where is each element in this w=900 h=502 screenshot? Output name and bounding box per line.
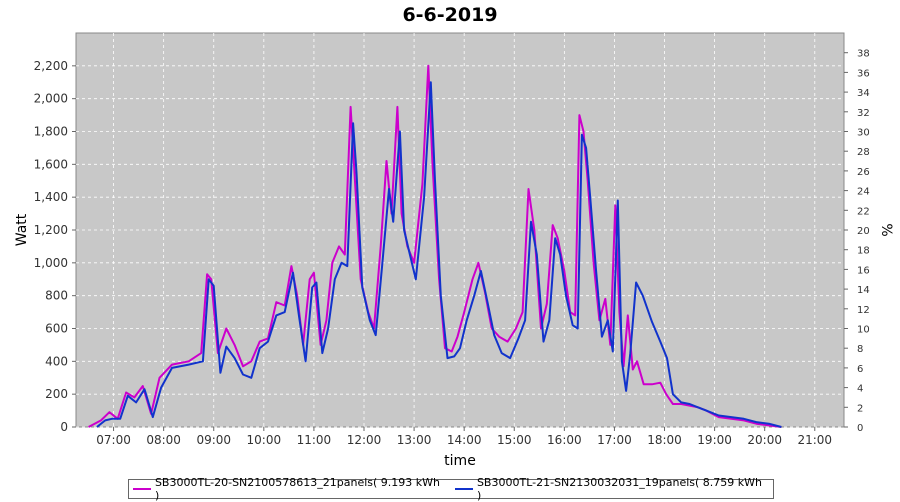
legend-label-series-1: SB3000TL-20-SN2100578613_21panels( 9.193…	[154, 476, 441, 502]
x-tick-label: 15:00	[497, 433, 532, 447]
y-tick-label: 2,200	[34, 59, 68, 73]
legend-item-series-1: SB3000TL-20-SN2100578613_21panels( 9.193…	[133, 476, 447, 502]
x-axis-label: time	[444, 453, 476, 469]
y2-tick-label: 34	[857, 88, 870, 99]
x-tick-label: 10:00	[247, 433, 282, 447]
legend-swatch-series-2	[455, 488, 473, 490]
x-tick-label: 21:00	[797, 433, 832, 447]
y2-tick-label: 14	[857, 285, 870, 296]
y-tick-label: 400	[45, 354, 68, 368]
y-tick-label: 2,000	[34, 92, 68, 106]
y2-axis-label: %	[878, 223, 894, 236]
y2-tick-label: 26	[857, 167, 870, 178]
legend-item-series-2: SB3000TL-21-SN2130032031_19panels( 8.759…	[455, 476, 769, 502]
x-tick-label: 09:00	[196, 433, 231, 447]
series-line-2	[96, 81, 782, 428]
y-tick-label: 1,400	[34, 190, 68, 204]
y-tick-label: 800	[45, 289, 68, 303]
y2-tick-label: 4	[857, 384, 863, 395]
x-tick-label: 17:00	[597, 433, 632, 447]
y2-tick-label: 6	[857, 364, 863, 375]
y2-tick-label: 10	[857, 325, 870, 336]
y2-tick-label: 32	[857, 108, 870, 119]
y2-tick-label: 36	[857, 68, 870, 79]
y2-tick-label: 18	[857, 246, 870, 257]
y2-tick-label: 22	[857, 206, 870, 217]
x-tick-label: 18:00	[647, 433, 682, 447]
y-tick-label: 1,000	[34, 256, 68, 270]
x-tick-label: 20:00	[747, 433, 782, 447]
y2-tick-label: 20	[857, 226, 870, 237]
y-tick-label: 1,200	[34, 223, 68, 237]
y-tick-label: 600	[45, 322, 68, 336]
y-tick-label: 1,600	[34, 157, 68, 171]
x-tick-label: 08:00	[146, 433, 181, 447]
x-tick-label: 13:00	[397, 433, 432, 447]
y2-tick-label: 28	[857, 147, 870, 158]
y2-tick-label: 38	[857, 49, 870, 60]
y2-tick-label: 30	[857, 128, 870, 139]
y2-tick-label: 0	[857, 423, 863, 434]
legend-label-series-2: SB3000TL-21-SN2130032031_19panels( 8.759…	[476, 476, 763, 502]
y-axis-label: Watt	[14, 213, 30, 246]
legend-swatch-series-1	[133, 488, 151, 490]
y2-tick-label: 8	[857, 344, 863, 355]
legend: SB3000TL-20-SN2100578613_21panels( 9.193…	[128, 476, 774, 502]
y-tick-label: 200	[45, 387, 68, 401]
y2-tick-label: 12	[857, 305, 870, 316]
x-tick-label: 14:00	[447, 433, 482, 447]
x-tick-label: 19:00	[697, 433, 732, 447]
y2-tick-label: 16	[857, 265, 870, 276]
x-tick-label: 16:00	[547, 433, 582, 447]
chart-title: 6-6-2019	[402, 4, 498, 26]
y2-tick-label: 24	[857, 187, 870, 198]
x-tick-label: 12:00	[347, 433, 382, 447]
x-tick-label: 11:00	[297, 433, 332, 447]
y2-tick-label: 2	[857, 403, 863, 414]
x-tick-label: 07:00	[96, 433, 131, 447]
y-tick-label: 1,800	[34, 125, 68, 139]
y-tick-label: 0	[60, 420, 68, 434]
